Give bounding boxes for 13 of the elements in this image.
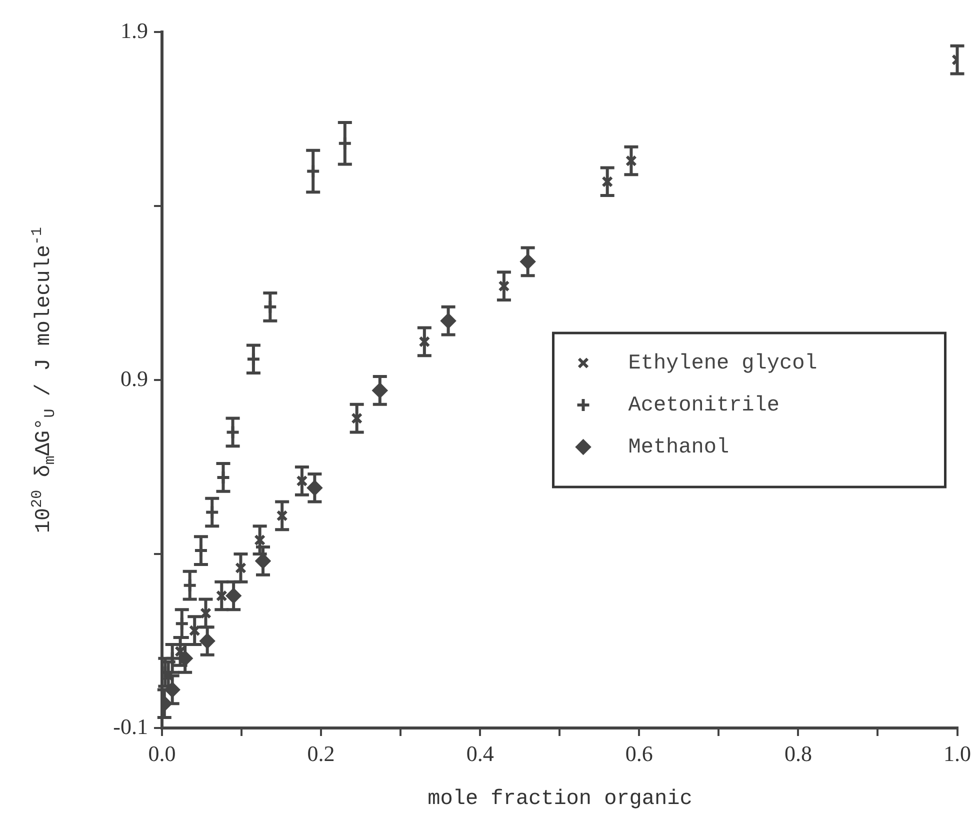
y-tick-label: 0.9 [120, 366, 148, 391]
x-tick-label: 1.0 [944, 740, 971, 766]
x-axis-title: mole fraction organic [426, 788, 694, 811]
x-tick-label: 0.8 [784, 740, 812, 766]
x-tick-label: 0.0 [148, 740, 176, 766]
legend-label: Methanol [628, 436, 730, 460]
legend-label: Ethylene glycol [628, 352, 818, 376]
y-tick-label: -0.1 [113, 714, 148, 739]
y-tick-label: 1.9 [120, 18, 148, 43]
x-tick-label: 0.6 [625, 740, 653, 766]
x-tick-label: 0.4 [466, 740, 494, 766]
x-tick-label: 0.2 [307, 740, 335, 766]
legend-label: Acetonitrile [628, 394, 780, 418]
